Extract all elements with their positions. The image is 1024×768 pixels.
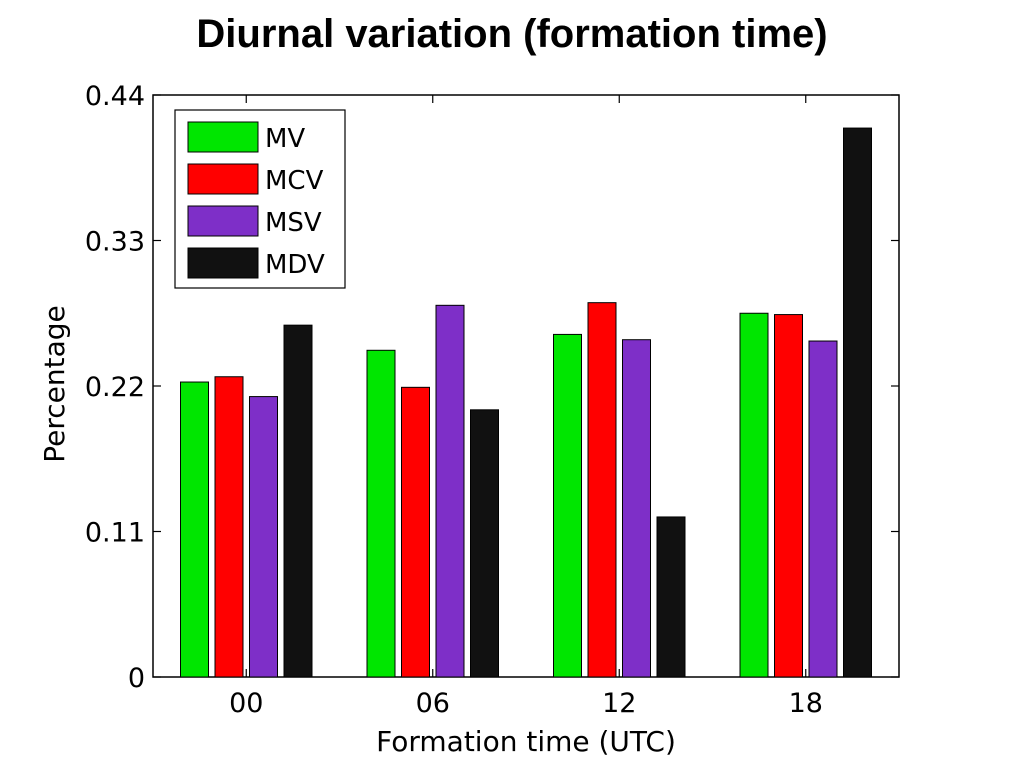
bar-msv-06 — [435, 304, 465, 678]
x-tick-label: 06 — [416, 688, 450, 719]
axis-ticks — [153, 94, 899, 678]
x-tick-label: 12 — [602, 688, 636, 719]
x-tick-label: 18 — [789, 688, 823, 719]
legend-label-mcv: MCV — [265, 166, 324, 196]
bar-mdv-18 — [843, 127, 872, 678]
x-tick-labels: 00 06 12 18 — [229, 688, 823, 719]
bar-mv-06 — [366, 349, 396, 678]
legend: MV MCV MSV MDV — [174, 109, 346, 289]
y-axis-label: Percentage — [38, 305, 71, 463]
bar-mcv-12 — [587, 302, 617, 678]
bar-msv-00 — [249, 396, 278, 678]
y-tick-label: 0.33 — [85, 227, 145, 258]
bar-mdv-06 — [470, 409, 499, 678]
bar-msv-12 — [622, 339, 651, 678]
bar-msv-18 — [808, 340, 838, 678]
legend-label-mdv: MDV — [265, 250, 325, 280]
bar-mcv-00 — [214, 376, 244, 678]
legend-swatch-mv — [187, 121, 259, 153]
legend-swatch-msv — [187, 205, 259, 237]
y-tick-label: 0.11 — [85, 518, 145, 549]
x-axis-label: Formation time (UTC) — [376, 725, 676, 758]
legend-swatch-mdv — [187, 247, 259, 279]
bar-mv-18 — [739, 312, 769, 678]
legend-label-mv: MV — [265, 124, 305, 154]
bar-mcv-18 — [774, 314, 803, 678]
bar-mv-12 — [553, 333, 582, 678]
legend-label-msv: MSV — [265, 208, 322, 238]
y-tick-label: 0.44 — [85, 81, 145, 112]
bar-mcv-06 — [401, 386, 430, 678]
slide-title: Diurnal variation (formation time) — [196, 12, 828, 56]
bars — [180, 127, 872, 678]
bar-mv-00 — [180, 381, 209, 678]
x-tick-label: 00 — [229, 688, 263, 719]
y-tick-label: 0 — [128, 663, 145, 694]
y-tick-labels: 0 0.11 0.22 0.33 0.44 — [85, 81, 145, 694]
bar-mdv-12 — [656, 516, 686, 678]
y-tick-label: 0.22 — [85, 372, 145, 403]
legend-swatch-mcv — [187, 163, 259, 195]
bar-mdv-00 — [283, 324, 313, 678]
